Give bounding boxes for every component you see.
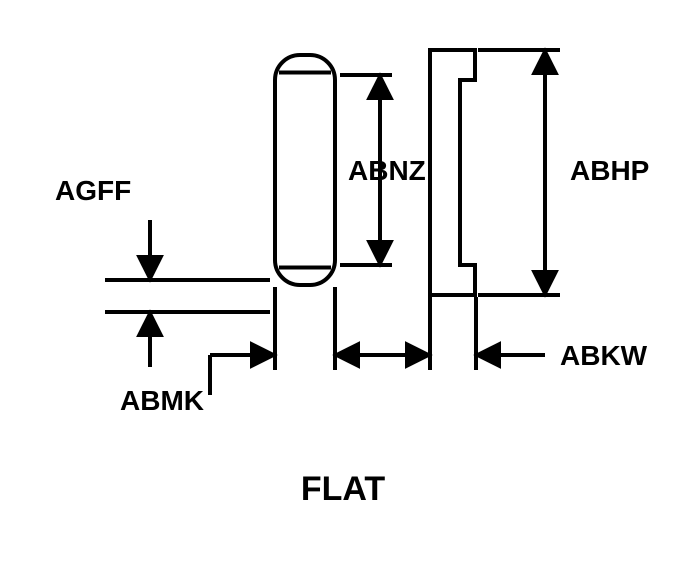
- abmk-label: ABMK: [120, 385, 204, 416]
- flat-key-diagram: AGFF ABNZ ABHP ABMK ABKW FLAT: [0, 0, 687, 563]
- abnz-label: ABNZ: [348, 155, 426, 186]
- abhp-label: ABHP: [570, 155, 649, 186]
- abkw-label: ABKW: [560, 340, 648, 371]
- front-view: [275, 55, 335, 285]
- agff-label: AGFF: [55, 175, 131, 206]
- side-view: [430, 50, 475, 295]
- diagram-title: FLAT: [301, 470, 386, 508]
